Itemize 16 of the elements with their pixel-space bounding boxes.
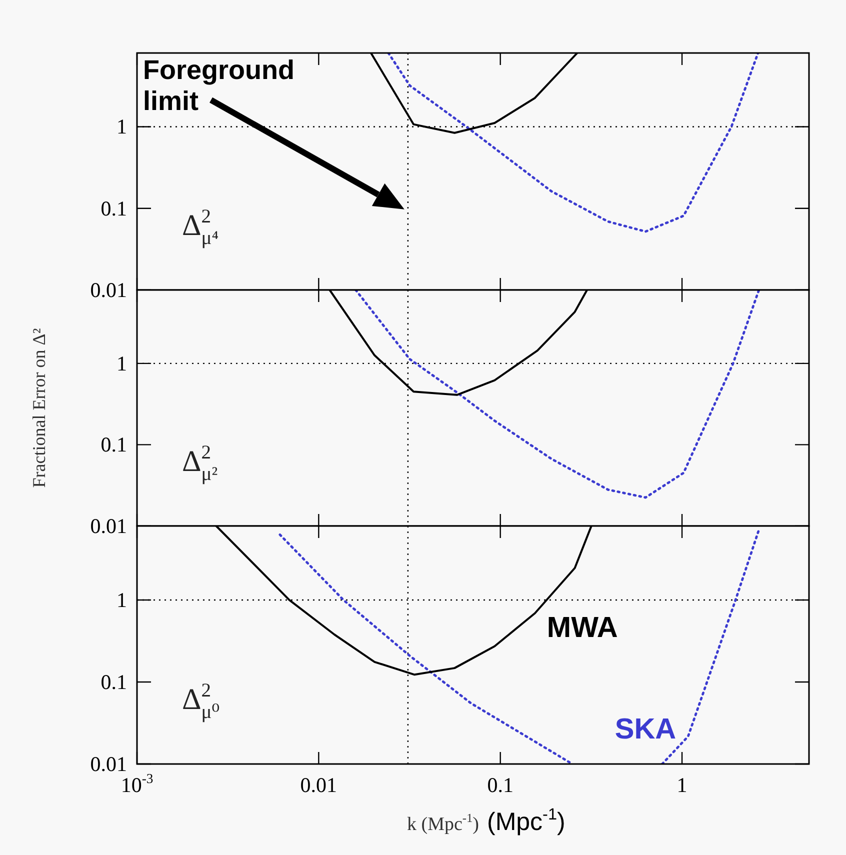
x-tick-label: 1 [676,773,688,797]
y-tick-label: 0.01 [90,278,127,302]
annotation: Foreground limit [143,55,294,116]
y-tick-label: 0.1 [100,432,127,457]
y-tick-label: 0.1 [100,670,127,694]
y-axis-title: Fractional Error on Δ² [29,328,49,488]
series-label: SKA [614,713,676,746]
y-tick-label: 0.01 [90,752,127,776]
y-tick-label: 1 [116,351,127,376]
y-tick-label: 0.01 [90,514,127,538]
x-tick-label: 0.01 [300,773,338,797]
x-tick-label: 0.1 [487,773,514,797]
series-label: MWA [546,612,618,644]
y-tick-label: 0.1 [100,196,127,220]
y-tick-label: 1 [116,588,127,612]
y-tick-label: 1 [116,114,127,139]
